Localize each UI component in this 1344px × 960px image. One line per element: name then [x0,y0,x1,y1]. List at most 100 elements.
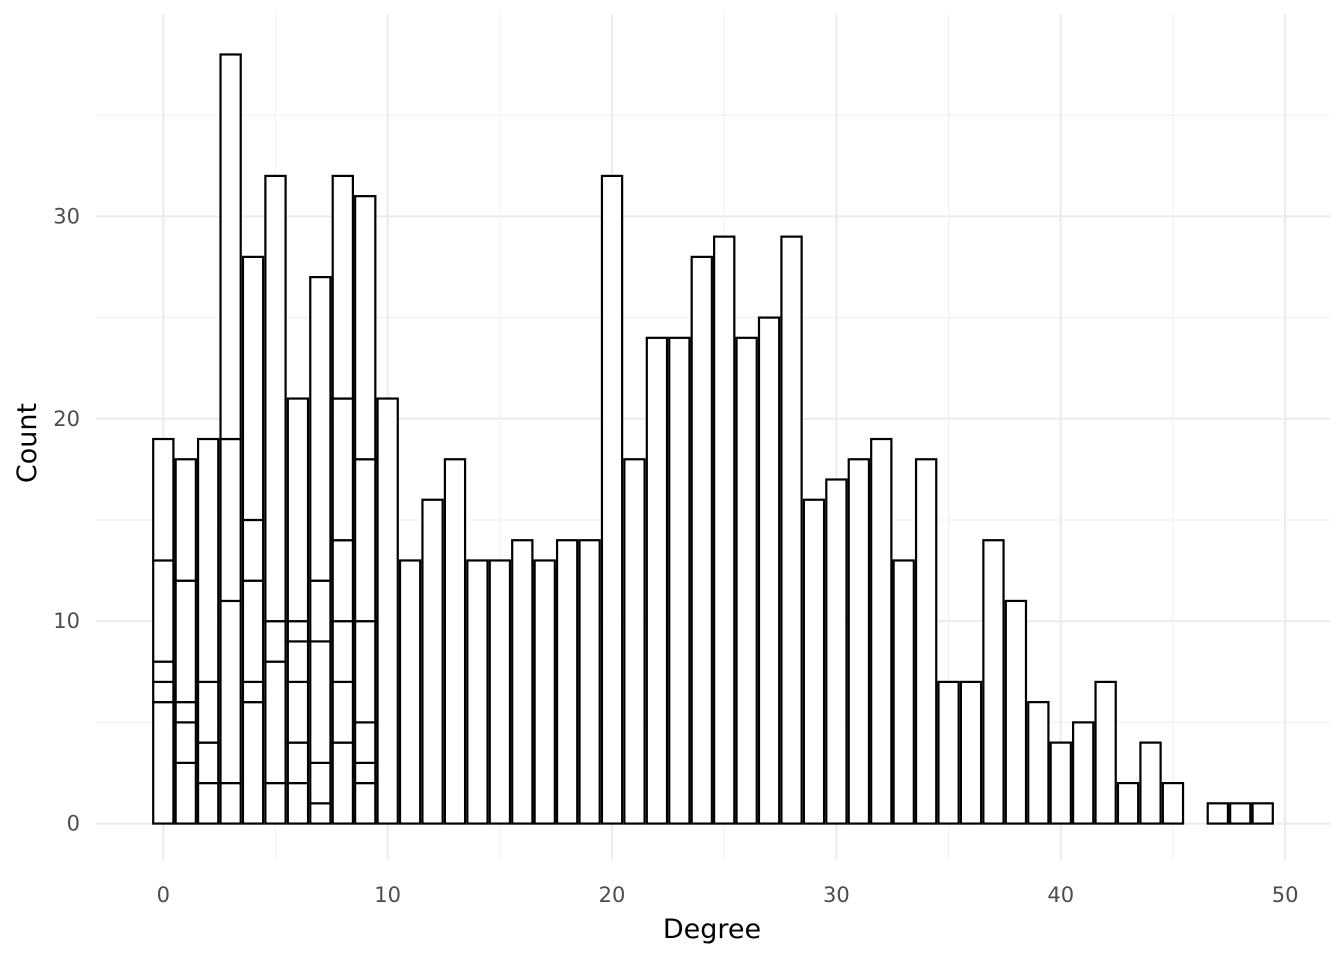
bar-segment [578,539,601,825]
bar-segment [1027,701,1050,825]
bar-segment [982,539,1005,825]
bar [421,498,444,825]
bar-segment [1094,680,1117,825]
bar [623,458,646,825]
bar-segment [219,599,242,785]
y-tick-labels: 0 10 20 30 [53,204,80,835]
bar-segment [870,437,893,825]
bar [847,458,871,825]
bar-segment [443,458,467,825]
bar [331,174,354,825]
bar [892,559,915,825]
bar [780,235,803,825]
bar-segment [780,235,803,825]
bar [309,276,332,825]
bar [286,397,310,825]
bar [1027,701,1050,825]
bar [1049,741,1072,825]
bar [1094,680,1117,825]
bar [376,397,399,825]
x-tick-label: 50 [1272,883,1299,907]
y-axis-title: Count [12,403,43,483]
bar-segment [152,437,175,562]
bar [533,559,556,825]
bar-segment [331,620,354,683]
bar-segment [488,559,512,825]
bar [668,336,691,825]
bar-segment [421,498,444,825]
bar [264,174,287,825]
bar-segment [1049,741,1072,825]
bar-segment [219,437,242,603]
bar [1229,802,1252,825]
bar-segment [668,336,691,825]
bar-segment [219,781,242,825]
bar-segment [174,701,197,724]
bar-segment [152,559,175,663]
bar-segment [241,701,265,825]
bar-segment [309,640,332,764]
bar-segment [196,781,220,825]
bar-segment [152,660,175,683]
bar-segment [914,458,938,825]
bar-segment [511,539,534,825]
bar-segment [1139,741,1162,825]
bar [1139,741,1162,825]
bar-segment [847,458,871,825]
bar-segment [398,559,422,825]
bar-segment [196,437,220,683]
y-tick-label: 20 [53,407,80,431]
bar-segment [286,680,310,744]
bar-segment [286,397,310,623]
bar [241,255,265,825]
bar-segment [219,53,242,441]
bar-segment [174,761,197,825]
bar-segment [713,235,736,825]
bar [398,559,422,825]
bar-segment [623,458,646,825]
x-tick-label: 20 [599,883,626,907]
bar-segment [600,174,624,825]
bar-segment [264,174,287,623]
bar [578,539,601,825]
x-tick-label: 0 [157,883,170,907]
bar [937,680,960,825]
bar-segment [152,680,175,704]
bar-segment [286,620,310,643]
bar-segment [937,680,960,825]
bar-segment [309,761,332,805]
bar-segment [376,397,399,825]
bar [1251,802,1274,825]
bar-segment [196,741,220,785]
x-tick-label: 40 [1047,883,1074,907]
bar-segment [892,559,915,825]
bar [511,539,534,825]
bar-segment [241,255,265,522]
bar-segment [1072,721,1095,825]
bar-segment [196,680,220,744]
bar [959,680,983,825]
bar-segment [309,802,332,825]
bar [1206,802,1230,825]
bar-segment [354,195,377,461]
bar [1072,721,1095,825]
bar [735,336,758,825]
bar-segment [354,781,377,825]
bar [870,437,893,825]
bar-segment [959,680,983,825]
bar-segment [331,397,354,542]
bar-segment [1161,781,1185,825]
bar-segment [802,498,826,825]
bar-segment [645,336,669,825]
bar-segment [825,478,848,825]
bar-segment [286,781,310,825]
bar [488,559,512,825]
y-tick-label: 10 [53,609,80,633]
bar-segment [331,680,354,744]
bar [196,437,220,825]
bar-segment [354,761,377,785]
bar-segment [735,336,758,825]
bar [982,539,1005,825]
bar [802,498,826,825]
